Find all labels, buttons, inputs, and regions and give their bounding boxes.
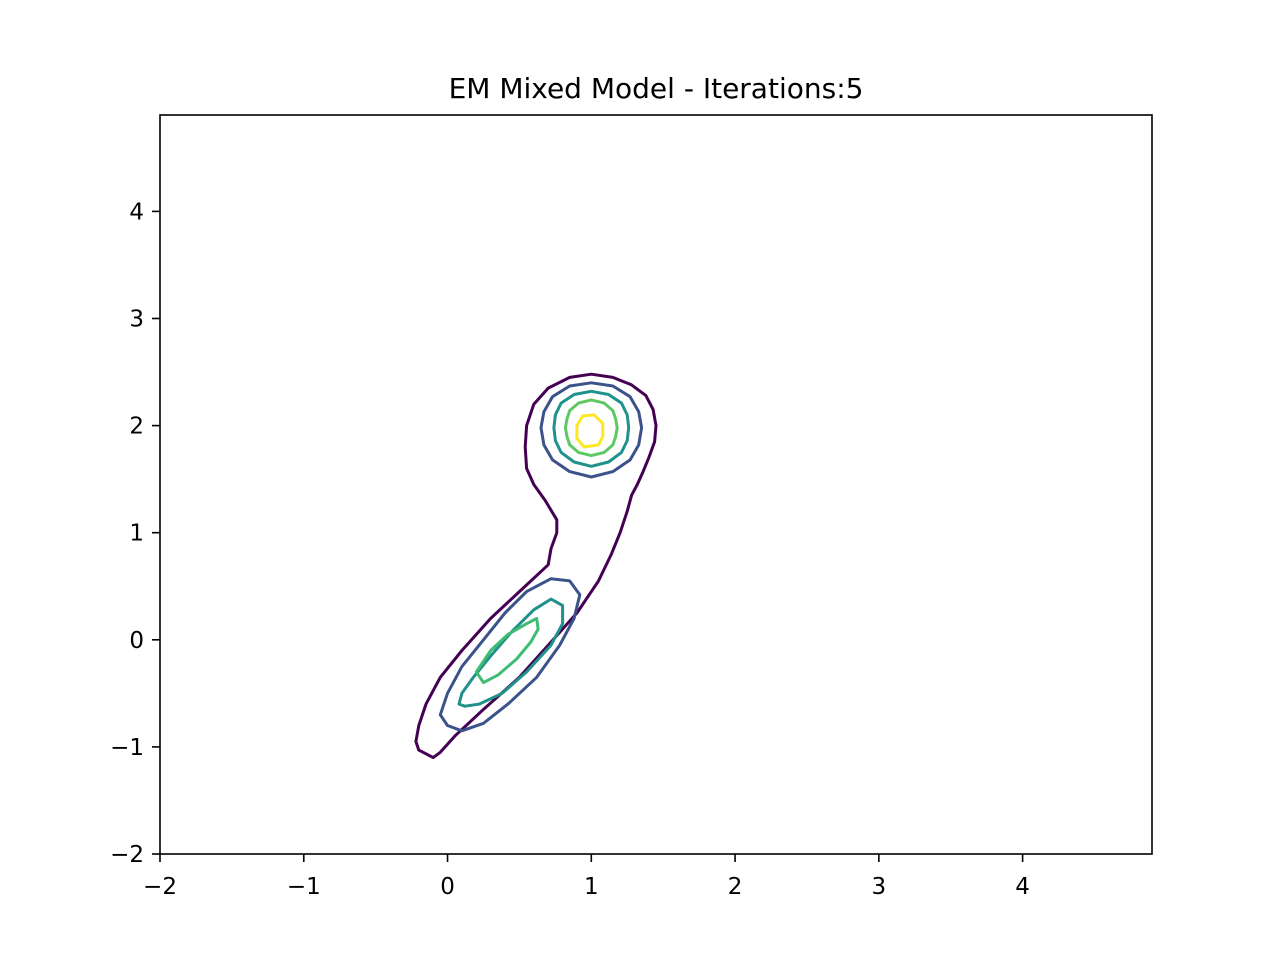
x-tick-label: 3	[872, 874, 887, 900]
x-axis: −2 −1 0 1 2 3 4	[143, 854, 1030, 900]
contour-level-3-path-1	[552, 389, 631, 468]
x-tick-label: 2	[728, 874, 743, 900]
contour-level-4-path-1	[563, 398, 619, 458]
y-tick-label: 0	[129, 628, 144, 654]
contour-level-6-path-1	[575, 413, 605, 449]
y-tick-label: 1	[129, 521, 144, 547]
plot-frame	[159, 114, 1153, 855]
y-tick-label: 3	[129, 306, 144, 332]
contour-level-5-path-1	[474, 616, 540, 685]
x-tick-label: −1	[287, 874, 321, 900]
x-tick-label: −2	[143, 874, 177, 900]
chart-title: EM Mixed Model - Iterations:5	[449, 72, 864, 105]
y-axis: −2 −1 0 1 2 3 4	[110, 199, 160, 868]
y-tick-label: −1	[110, 735, 144, 761]
contour-level-2-path-1	[539, 381, 644, 479]
contour-lines	[414, 372, 658, 760]
y-tick-label: 2	[129, 414, 144, 440]
y-tick-label: 4	[129, 199, 144, 225]
x-tick-label: 0	[440, 874, 455, 900]
x-tick-label: 1	[584, 874, 599, 900]
contour-level-2-path-2	[438, 577, 582, 733]
contour-level-1-path-1	[414, 372, 658, 760]
y-tick-label: −2	[110, 842, 144, 868]
x-tick-label: 4	[1015, 874, 1030, 900]
